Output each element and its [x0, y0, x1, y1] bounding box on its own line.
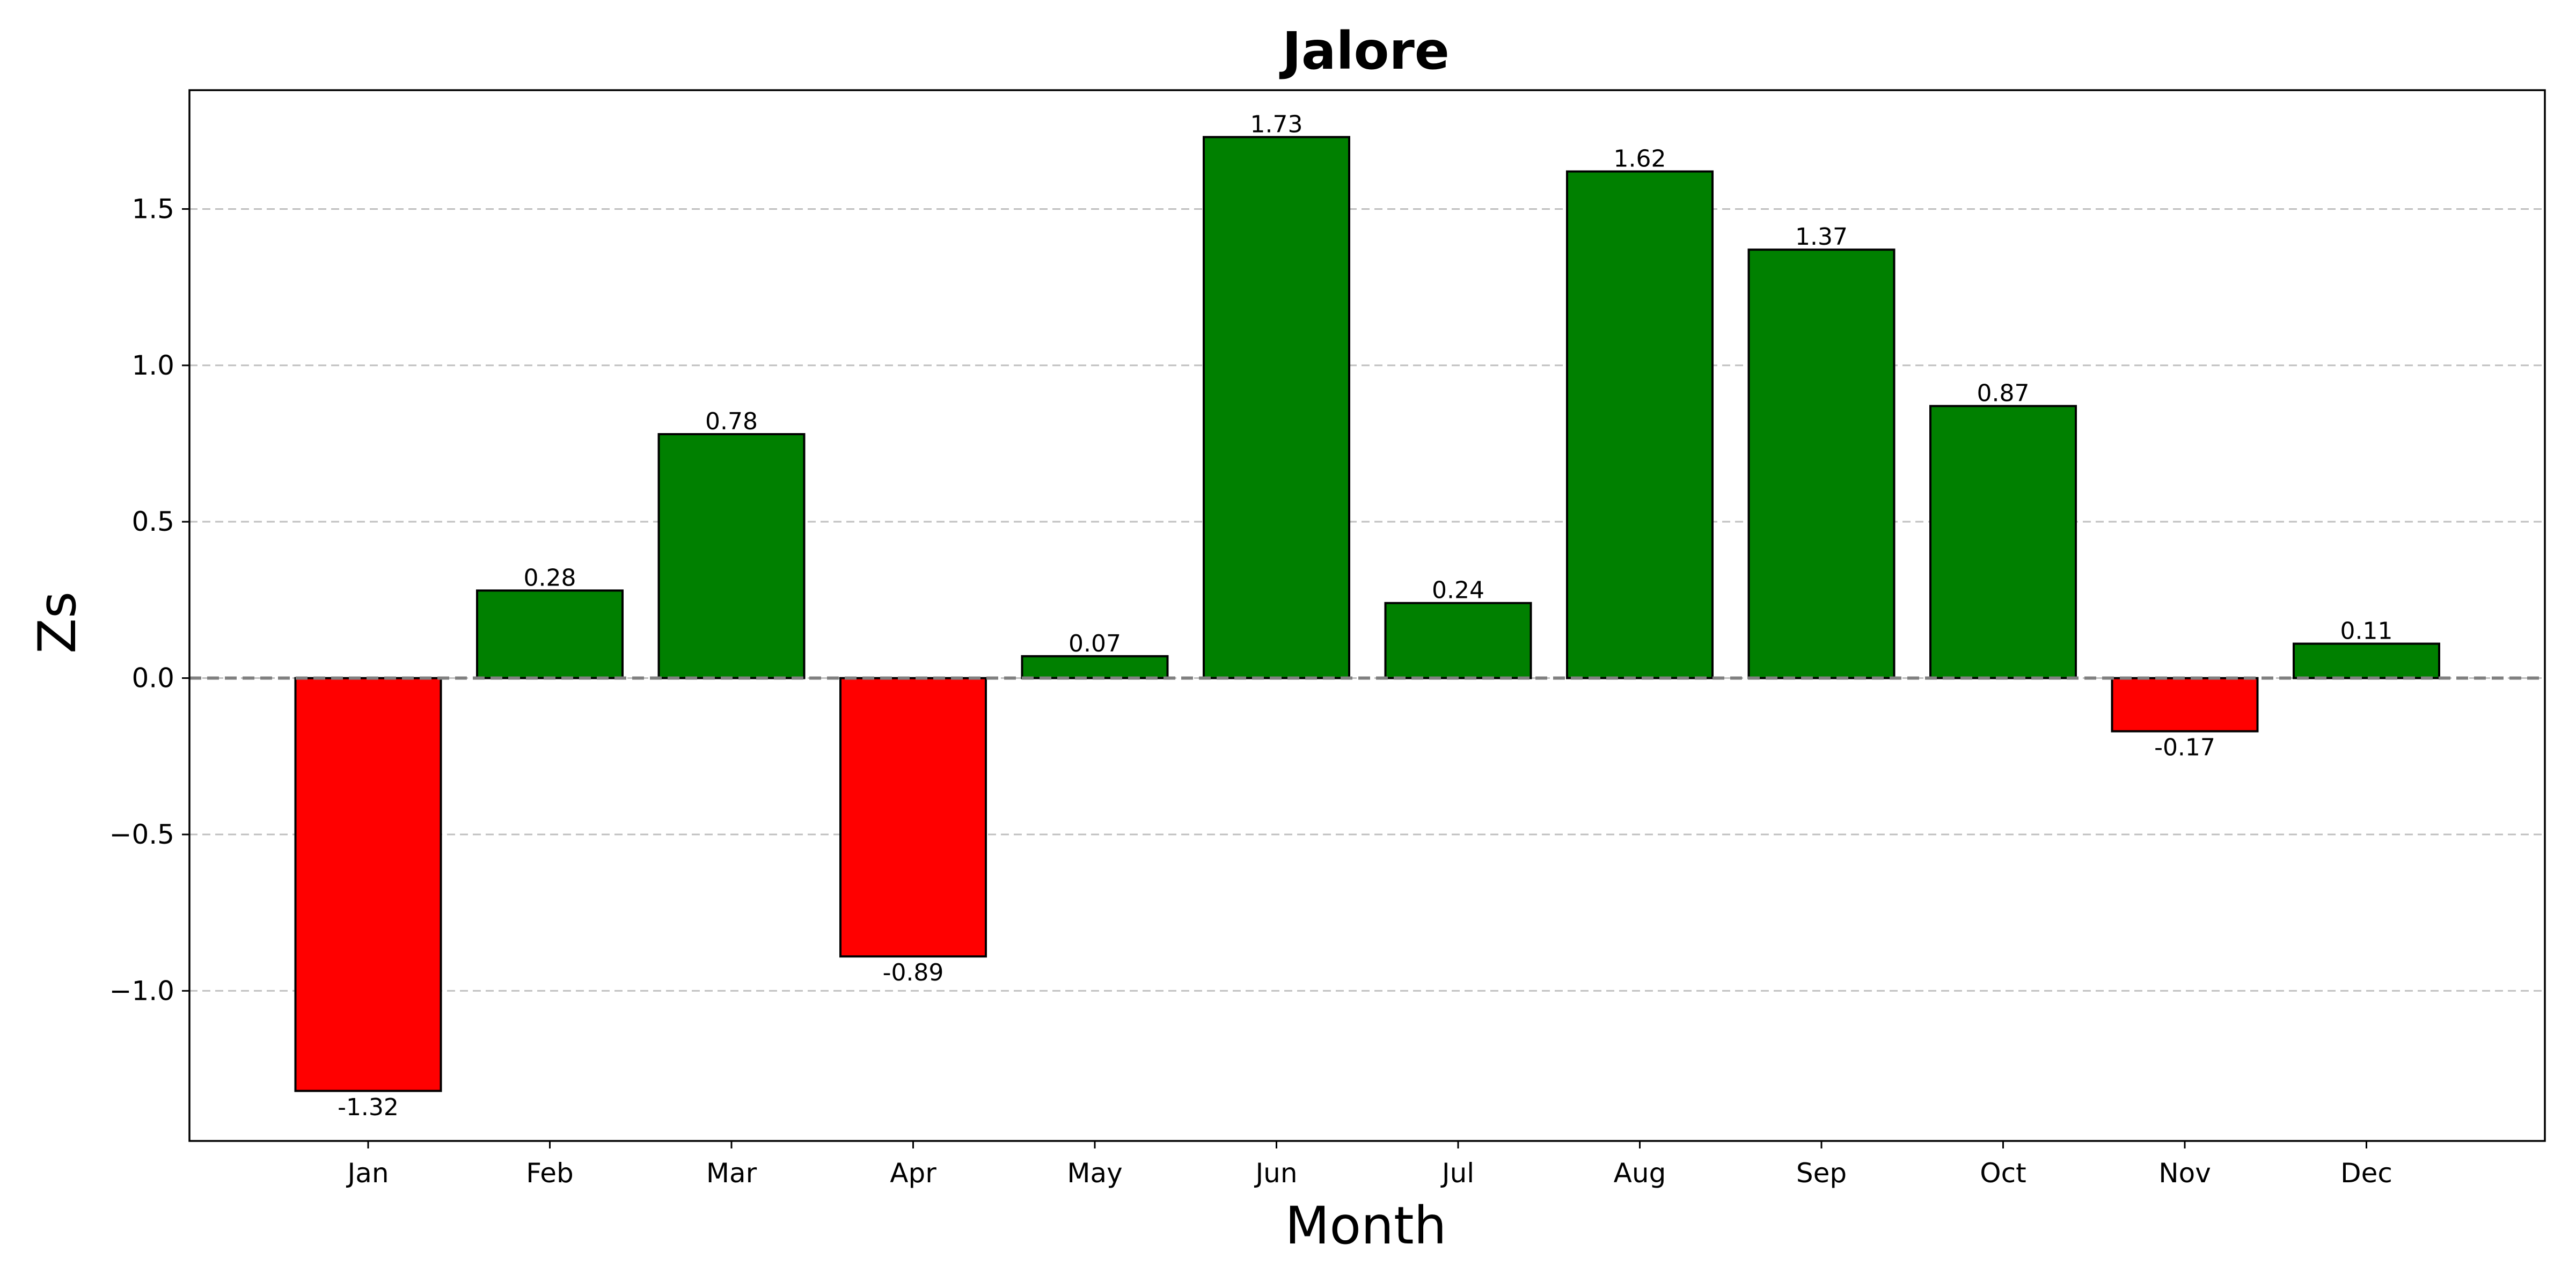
bar-apr	[839, 677, 987, 958]
x-tick-label: May	[1067, 1158, 1122, 1189]
x-tick-label: Mar	[706, 1158, 757, 1189]
data-label: 0.24	[1432, 577, 1484, 604]
bar-feb	[476, 589, 624, 679]
x-tick-label: Oct	[1980, 1158, 2026, 1189]
plot-frame	[188, 89, 2546, 1142]
x-axis-ticks: Jan Feb Mar Apr May Jun Jul Aug Sep Oct Nov Dec	[346, 1141, 2392, 1189]
data-label: -0.89	[883, 959, 944, 986]
bar-dec	[2293, 642, 2440, 679]
y-tick-label: 1.5	[131, 193, 174, 224]
data-label: 1.37	[1795, 223, 1848, 251]
data-label: 0.11	[2340, 617, 2393, 645]
bar-jul	[1384, 602, 1532, 679]
y-tick-label: 0.5	[131, 506, 174, 537]
x-tick-label: Jun	[1254, 1158, 1297, 1189]
x-tick-label: Dec	[2340, 1158, 2392, 1189]
data-label: -0.17	[2154, 734, 2215, 762]
x-tick-label: Aug	[1614, 1158, 1666, 1189]
data-label: 0.28	[524, 564, 576, 591]
bar-nov	[2111, 677, 2259, 733]
data-labels: -1.32 0.28 0.78 -0.89 0.07 1.73 0.24 1.62 1.37 0.…	[338, 111, 2392, 1121]
data-label: 0.07	[1069, 630, 1121, 657]
x-tick-label: Jul	[1440, 1158, 1474, 1189]
data-label: 0.87	[1977, 380, 2030, 407]
x-tick-label: Nov	[2158, 1158, 2211, 1189]
x-tick-label: Jan	[346, 1158, 389, 1189]
bar-oct	[1929, 405, 2077, 679]
bar-mar	[657, 433, 806, 679]
x-axis-label: Month	[1285, 1196, 1447, 1256]
data-label: 0.78	[705, 408, 758, 435]
bar-jun	[1203, 136, 1350, 679]
y-tick-label: −1.0	[109, 975, 174, 1006]
bar-jan	[294, 677, 442, 1092]
x-tick-label: Apr	[890, 1158, 936, 1189]
bar-sep	[1747, 248, 1896, 679]
y-tick-label: 0.0	[131, 663, 174, 694]
y-tick-label: 1.0	[131, 350, 174, 381]
y-axis-label: Zs	[27, 591, 87, 654]
y-axis-ticks: −1.0 −0.5 0.0 0.5 1.0 1.5	[109, 193, 189, 1006]
x-tick-label: Sep	[1796, 1158, 1847, 1189]
chart-title: Jalore	[1279, 21, 1450, 81]
bar-aug	[1566, 170, 1714, 679]
data-label: 1.62	[1614, 145, 1666, 173]
data-label: -1.32	[338, 1094, 399, 1121]
bar-may	[1021, 655, 1169, 679]
bars	[294, 136, 2440, 1092]
y-tick-label: −0.5	[109, 819, 174, 850]
data-label: 1.73	[1250, 111, 1303, 138]
x-tick-label: Feb	[526, 1158, 574, 1189]
